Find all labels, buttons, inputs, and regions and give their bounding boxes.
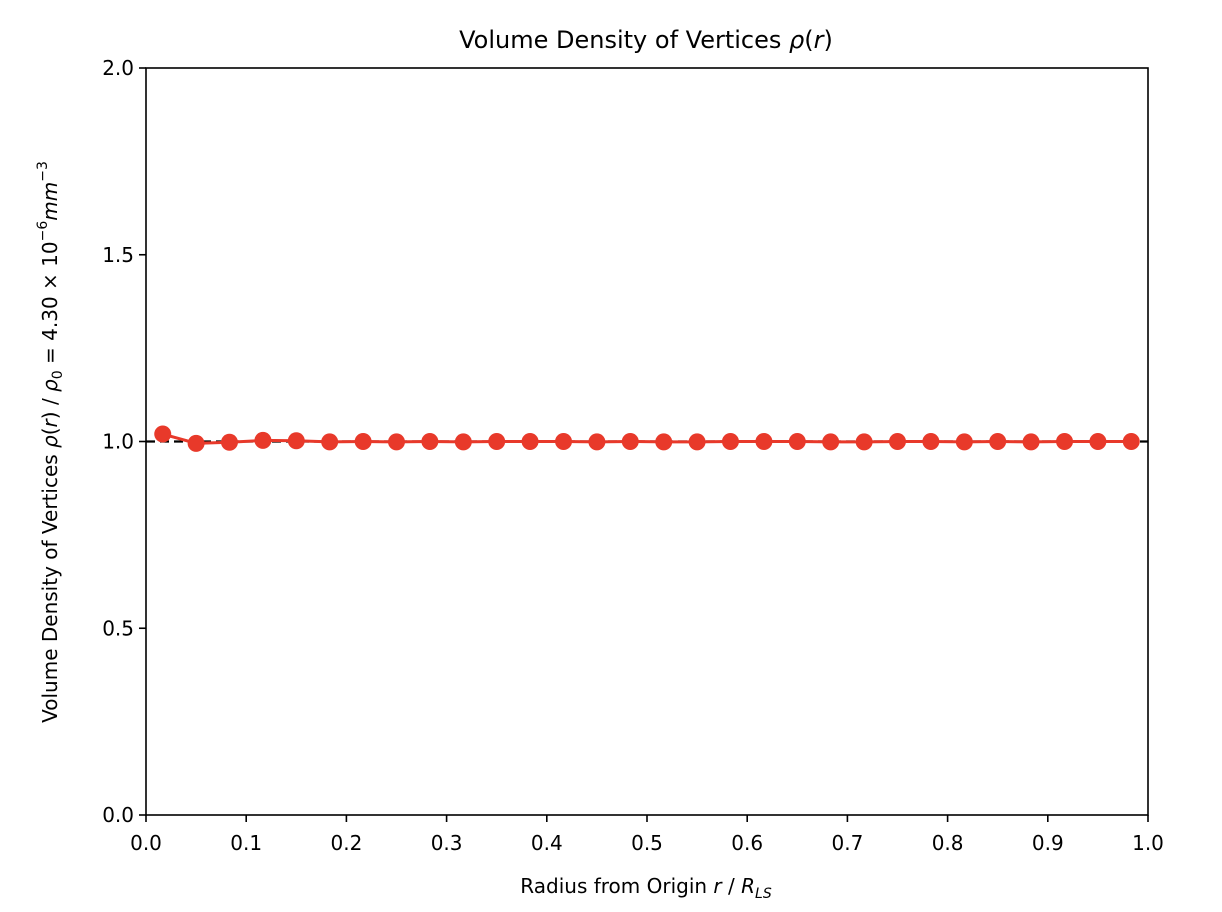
series-layer: [154, 425, 1140, 452]
y-axis: 0.0 0.5 1.0 1.5 2.0: [102, 56, 146, 827]
x-axis: 0.0 0.1 0.2 0.3 0.4 0.5 0.6 0.7 0.8 0.9 1.0: [130, 815, 1164, 855]
x-tick-label: 0.8: [932, 831, 964, 855]
data-point: [922, 433, 940, 450]
data-point: [1122, 433, 1140, 450]
y-tick-label: 1.5: [102, 243, 134, 267]
x-tick-label: 0.6: [731, 831, 763, 855]
x-axis-label: Radius from Origin r / RLS: [520, 874, 772, 902]
data-point: [855, 433, 873, 451]
data-point: [755, 433, 773, 450]
data-point: [254, 431, 272, 449]
data-point: [521, 433, 539, 450]
data-point: [788, 433, 806, 450]
data-point: [555, 433, 573, 450]
y-tick-label: 0.0: [102, 803, 134, 827]
x-tick-label: 0.2: [330, 831, 362, 855]
data-point: [655, 433, 673, 451]
data-point: [154, 425, 172, 443]
data-point: [454, 433, 472, 451]
data-point: [488, 433, 506, 450]
x-tick-label: 1.0: [1132, 831, 1164, 855]
x-tick-label: 0.1: [230, 831, 262, 855]
data-point: [1089, 433, 1107, 450]
x-tick-label: 0.5: [631, 831, 663, 855]
data-point: [822, 433, 840, 451]
x-tick-label: 0.7: [831, 831, 863, 855]
data-point: [989, 433, 1007, 450]
data-point: [1056, 433, 1074, 450]
x-tick-label: 0.0: [130, 831, 162, 855]
data-point: [721, 433, 739, 450]
data-point: [588, 433, 606, 451]
data-point: [388, 433, 405, 451]
y-axis-label: Volume Density of Vertices ρ(r) / ρ0 = 4…: [35, 161, 66, 723]
plot-frame: [145, 67, 1149, 816]
data-point: [621, 433, 639, 450]
y-tick-label: 1.0: [102, 430, 134, 454]
data-point: [1022, 433, 1040, 451]
y-tick-label: 0.5: [102, 616, 134, 640]
data-point: [287, 432, 305, 450]
data-point: [889, 433, 906, 450]
data-point: [955, 433, 973, 451]
x-tick-label: 0.3: [431, 831, 463, 855]
data-point: [688, 433, 706, 451]
data-point: [187, 434, 205, 452]
data-point: [421, 433, 439, 450]
data-point: [321, 433, 339, 451]
data-point: [220, 433, 238, 451]
chart-title: Volume Density of Vertices ρ(r): [459, 26, 833, 54]
y-tick-label: 2.0: [102, 56, 134, 80]
x-tick-label: 0.9: [1032, 831, 1064, 855]
x-tick-label: 0.4: [531, 831, 563, 855]
data-point: [354, 433, 372, 450]
